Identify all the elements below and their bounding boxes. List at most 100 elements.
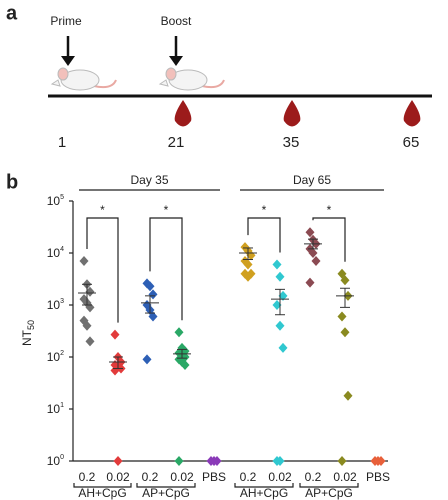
data-point — [145, 281, 155, 292]
day-title: Day 65 — [293, 173, 331, 187]
data-point — [275, 320, 285, 331]
data-point — [212, 456, 222, 466]
significance-bracket — [312, 217, 346, 262]
significance-mark: * — [164, 203, 169, 217]
significance-bracket — [247, 217, 281, 253]
mouse — [50, 67, 117, 91]
data-point — [148, 289, 158, 300]
data-point — [343, 390, 353, 401]
group-bracket — [136, 483, 196, 488]
timeline: Prime Boost 1 21 35 65 — [48, 14, 432, 151]
data-point — [272, 259, 282, 270]
data-point — [337, 311, 347, 322]
data-point — [278, 342, 288, 353]
tick-exponent: 4 — [60, 246, 64, 253]
arrowhead — [61, 56, 75, 66]
data-point — [272, 300, 282, 310]
panel-label: a — [6, 2, 18, 24]
tick-base: 10 — [47, 246, 61, 260]
y-tick-label: 102 — [47, 350, 64, 364]
y-tick-label: 105 — [47, 194, 64, 208]
group-bracket — [73, 483, 132, 488]
blood-drop — [174, 100, 192, 127]
tick-base: 10 — [47, 194, 61, 208]
mouse — [158, 67, 225, 91]
significance-mark: * — [100, 203, 105, 217]
panel-label: b — [6, 171, 18, 193]
x-tick-label: 0.02 — [106, 470, 130, 484]
group-label: AH+CpG — [78, 486, 126, 500]
data-point — [110, 365, 120, 376]
data-point — [275, 271, 285, 282]
data-point — [180, 360, 190, 371]
significance-bracket — [86, 217, 119, 323]
data-point — [311, 256, 321, 267]
data-point — [340, 327, 350, 338]
tick-base: 10 — [47, 350, 61, 364]
x-tick-label: 0.02 — [268, 470, 292, 484]
x-tick-label: 0.2 — [305, 470, 322, 484]
group-label: AP+CpG — [305, 486, 353, 500]
group-bracket — [299, 483, 359, 488]
data-point — [79, 256, 89, 267]
data-point — [110, 329, 120, 340]
day-label: 21 — [168, 134, 185, 151]
significance-mark: * — [327, 203, 332, 217]
tick-base: 10 — [47, 298, 61, 312]
data-point — [243, 271, 253, 282]
data-point — [82, 320, 92, 331]
event-label: Prime — [50, 14, 82, 28]
data-point — [305, 227, 315, 238]
data-point — [85, 286, 95, 297]
significance-mark: * — [262, 203, 267, 217]
data-point — [174, 327, 184, 338]
blood-drop — [403, 100, 421, 127]
group-label: AP+CpG — [142, 486, 190, 500]
data-point — [340, 275, 350, 286]
x-tick-label: 0.02 — [333, 470, 357, 484]
y-tick-label: 100 — [47, 454, 64, 468]
day-label: 1 — [58, 134, 66, 151]
tick-exponent: 3 — [60, 298, 64, 305]
data-point — [308, 248, 318, 258]
tick-exponent: 0 — [60, 454, 64, 461]
significance-bracket — [149, 217, 183, 321]
x-tick-label: PBS — [202, 470, 226, 484]
tick-exponent: 1 — [60, 402, 64, 409]
data-point — [275, 456, 285, 466]
x-tick-label: 0.2 — [142, 470, 159, 484]
y-axis-label: NT50 — [20, 320, 36, 346]
data-point — [142, 354, 152, 365]
x-tick-label: 0.02 — [170, 470, 194, 484]
data-point — [113, 456, 123, 466]
tick-exponent: 2 — [60, 350, 64, 357]
day-label: 65 — [403, 134, 420, 151]
x-tick-label: 0.2 — [240, 470, 257, 484]
data-point — [243, 259, 253, 270]
y-tick-label: 101 — [47, 402, 64, 416]
data-point — [174, 456, 184, 466]
day-label: 35 — [283, 134, 300, 151]
arrowhead — [169, 56, 183, 66]
tick-base: 10 — [47, 454, 61, 468]
blood-drop — [283, 100, 301, 127]
data-point — [305, 277, 315, 288]
data-point — [376, 456, 386, 466]
y-label-sub: 50 — [26, 320, 36, 330]
event-label: Boost — [161, 14, 192, 28]
group-bracket — [234, 483, 294, 488]
y-tick-label: 104 — [47, 246, 64, 260]
x-tick-label: PBS — [366, 470, 390, 484]
data-point — [278, 290, 288, 301]
y-tick-label: 103 — [47, 298, 64, 312]
group-label: AH+CpG — [240, 486, 288, 500]
tick-exponent: 5 — [60, 194, 64, 201]
data-point — [337, 456, 347, 466]
y-label-main: NT — [20, 329, 34, 346]
x-tick-label: 0.2 — [79, 470, 96, 484]
day-title: Day 35 — [130, 173, 168, 187]
tick-base: 10 — [47, 402, 61, 416]
data-point — [85, 336, 95, 347]
